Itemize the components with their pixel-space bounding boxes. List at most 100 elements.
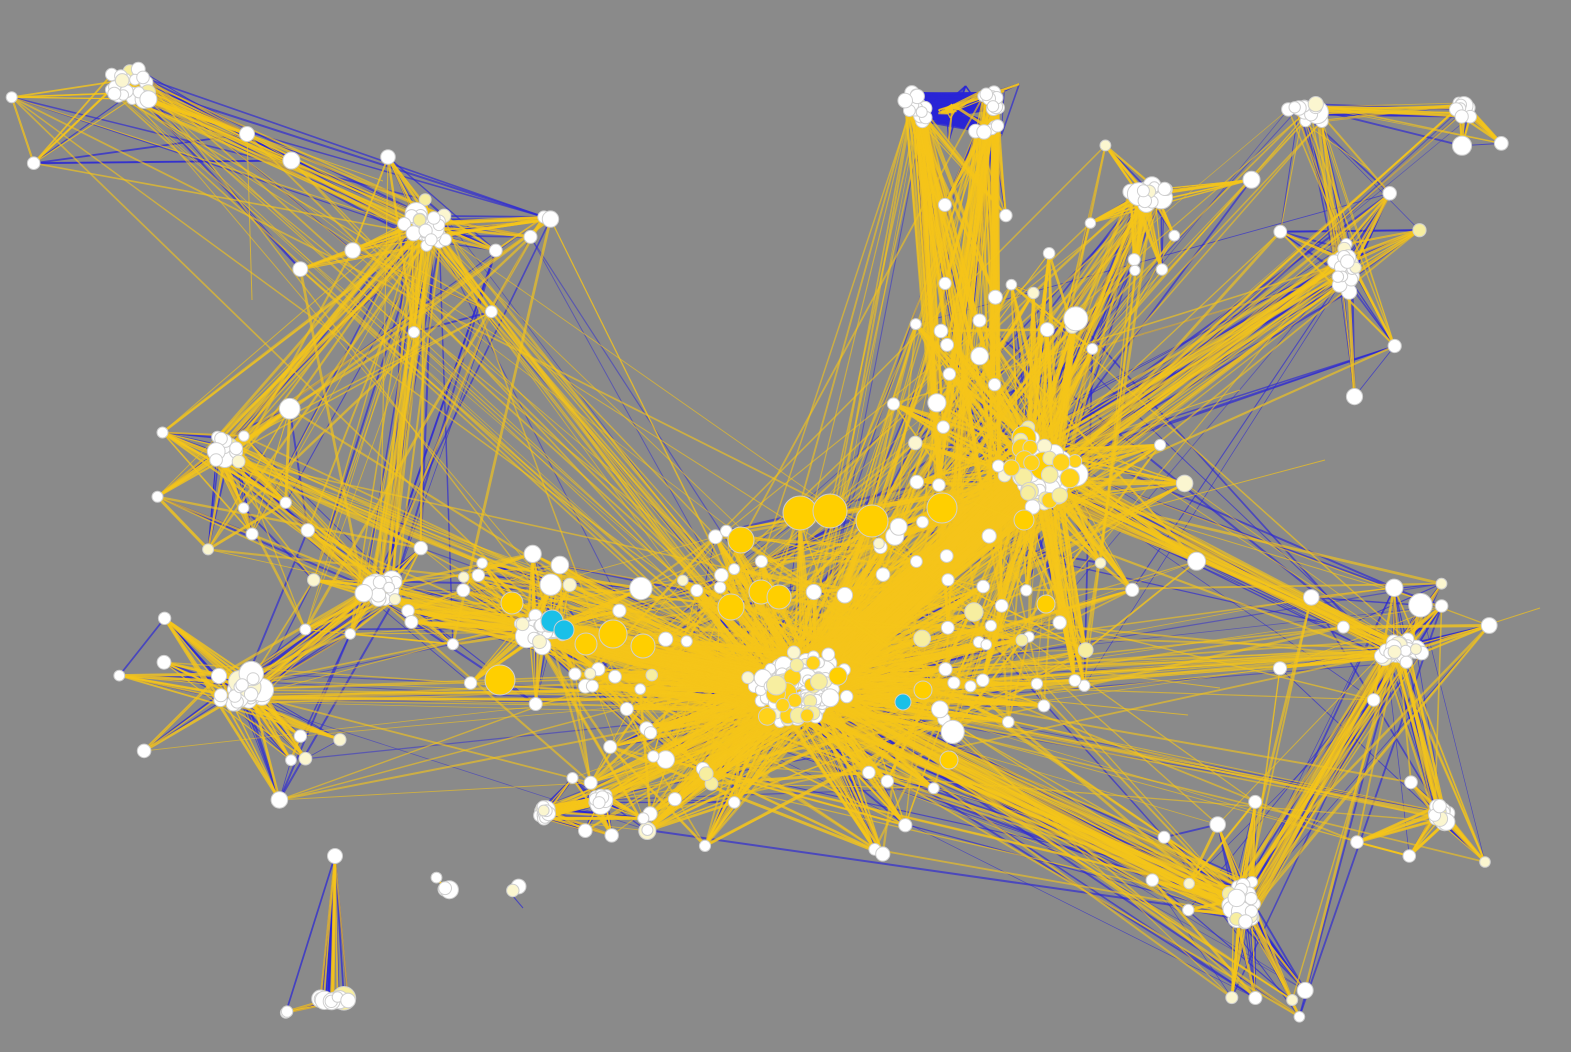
graph-node[interactable]	[413, 540, 428, 556]
graph-node[interactable]	[1002, 459, 1020, 477]
graph-node[interactable]	[939, 549, 954, 563]
graph-node[interactable]	[298, 751, 313, 766]
graph-node[interactable]	[1068, 454, 1083, 469]
graph-node[interactable]	[1157, 181, 1172, 196]
graph-node[interactable]	[235, 678, 249, 692]
graph-node[interactable]	[292, 261, 309, 278]
graph-node[interactable]	[1435, 577, 1448, 590]
graph-node[interactable]	[1227, 888, 1246, 908]
graph-node[interactable]	[913, 629, 931, 648]
graph-node[interactable]	[1432, 798, 1447, 814]
graph-node[interactable]	[1182, 903, 1195, 917]
graph-node[interactable]	[1157, 830, 1171, 844]
graph-node[interactable]	[812, 493, 848, 529]
graph-node[interactable]	[1350, 835, 1364, 849]
graph-node[interactable]	[1244, 892, 1258, 906]
graph-node[interactable]	[728, 563, 741, 576]
graph-node[interactable]	[766, 674, 787, 696]
graph-node[interactable]	[427, 211, 441, 225]
graph-node[interactable]	[800, 708, 815, 723]
graph-node[interactable]	[209, 453, 223, 467]
graph-node[interactable]	[717, 593, 745, 621]
graph-node[interactable]	[1248, 991, 1263, 1005]
graph-node[interactable]	[354, 584, 373, 603]
graph-node[interactable]	[213, 688, 228, 703]
graph-node[interactable]	[344, 628, 357, 640]
graph-node[interactable]	[1084, 217, 1097, 229]
graph-node[interactable]	[1408, 592, 1433, 618]
graph-node[interactable]	[1296, 981, 1314, 999]
graph-node[interactable]	[1127, 253, 1141, 267]
graph-node[interactable]	[1412, 223, 1427, 238]
graph-node[interactable]	[789, 658, 804, 673]
graph-node[interactable]	[1155, 263, 1169, 276]
graph-node[interactable]	[898, 818, 913, 833]
graph-node[interactable]	[1051, 487, 1069, 504]
graph-node[interactable]	[383, 581, 396, 594]
graph-node[interactable]	[1345, 388, 1364, 406]
graph-node[interactable]	[714, 567, 729, 583]
graph-node[interactable]	[1387, 644, 1402, 659]
graph-node[interactable]	[1077, 642, 1094, 658]
graph-node[interactable]	[630, 633, 656, 659]
graph-node[interactable]	[471, 568, 485, 582]
graph-node[interactable]	[1136, 184, 1150, 198]
graph-node[interactable]	[1399, 655, 1413, 669]
graph-node[interactable]	[805, 655, 821, 671]
graph-node[interactable]	[1145, 873, 1160, 887]
graph-node[interactable]	[578, 823, 593, 839]
graph-node[interactable]	[388, 593, 401, 606]
graph-node[interactable]	[964, 602, 984, 622]
graph-node[interactable]	[940, 620, 955, 635]
graph-node[interactable]	[583, 775, 598, 790]
graph-node[interactable]	[641, 824, 654, 836]
graph-node[interactable]	[528, 697, 543, 711]
graph-node[interactable]	[1382, 186, 1397, 201]
graph-node[interactable]	[727, 526, 755, 554]
graph-node[interactable]	[1002, 715, 1015, 729]
graph-node[interactable]	[713, 581, 727, 594]
graph-node[interactable]	[243, 687, 259, 702]
graph-node[interactable]	[643, 726, 658, 740]
graph-node[interactable]	[916, 515, 929, 529]
graph-node[interactable]	[1293, 1011, 1306, 1023]
graph-node[interactable]	[910, 555, 923, 568]
graph-node[interactable]	[980, 638, 993, 651]
graph-node[interactable]	[246, 672, 260, 686]
graph-node[interactable]	[1027, 286, 1040, 300]
graph-node[interactable]	[446, 638, 459, 651]
graph-node[interactable]	[1052, 453, 1071, 472]
graph-node[interactable]	[1273, 224, 1288, 239]
graph-node[interactable]	[537, 804, 550, 817]
graph-node[interactable]	[927, 782, 940, 795]
graph-node[interactable]	[300, 523, 315, 538]
graph-node[interactable]	[523, 229, 538, 244]
graph-node[interactable]	[741, 671, 755, 685]
graph-node[interactable]	[539, 573, 562, 596]
graph-node[interactable]	[984, 619, 998, 632]
graph-node[interactable]	[1023, 454, 1040, 472]
graph-node[interactable]	[1248, 794, 1263, 809]
graph-node[interactable]	[523, 544, 542, 564]
graph-node[interactable]	[488, 243, 503, 258]
graph-node[interactable]	[1286, 994, 1299, 1006]
graph-node[interactable]	[407, 326, 420, 339]
graph-node[interactable]	[237, 502, 250, 514]
graph-node[interactable]	[787, 693, 803, 708]
graph-node[interactable]	[927, 393, 947, 413]
graph-node[interactable]	[585, 679, 599, 693]
graph-node[interactable]	[506, 883, 520, 898]
graph-node[interactable]	[637, 812, 650, 825]
graph-node[interactable]	[485, 305, 498, 319]
graph-node[interactable]	[424, 233, 438, 247]
graph-node[interactable]	[1480, 617, 1498, 634]
graph-node[interactable]	[820, 688, 840, 708]
graph-node[interactable]	[5, 91, 18, 104]
graph-node[interactable]	[909, 318, 922, 331]
graph-node[interactable]	[1183, 877, 1195, 890]
graph-node[interactable]	[1331, 270, 1345, 283]
graph-node[interactable]	[855, 504, 889, 538]
graph-node[interactable]	[456, 583, 471, 598]
graph-node[interactable]	[1036, 594, 1056, 614]
graph-node[interactable]	[939, 750, 959, 770]
